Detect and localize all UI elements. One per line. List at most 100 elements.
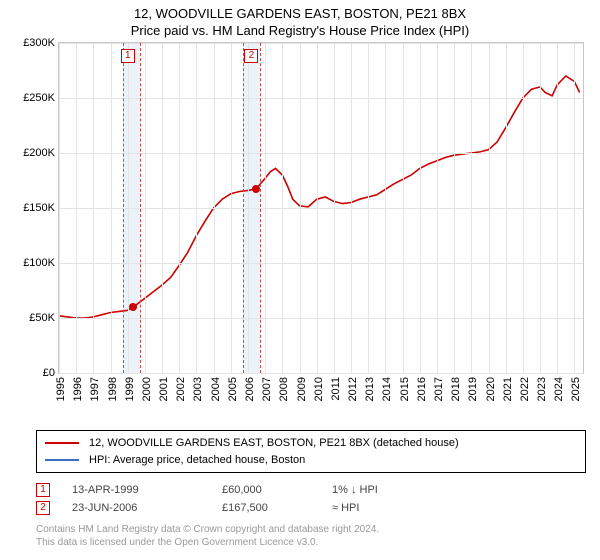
gridline-horizontal [59,98,583,99]
gridline-vertical [162,43,163,373]
gridline-vertical [111,43,112,373]
x-tick-label: 1999 [124,377,136,401]
y-tick-label: £250K [23,92,55,104]
legend-and-sales: 12, WOODVILLE GARDENS EAST, BOSTON, PE21… [36,430,586,549]
sale-row: 1 13-APR-1999£60,0001% ↓ HPI [36,481,586,499]
gridline-vertical [351,43,352,373]
gridline-vertical [248,43,249,373]
gridline-vertical [93,43,94,373]
plot-area: £0£50K£100K£150K£200K£250K£300K199519961… [58,42,584,374]
x-tick-label: 2007 [261,377,273,401]
shaded-band-border [140,43,141,373]
gridline-vertical [317,43,318,373]
gridline-vertical [557,43,558,373]
x-tick-label: 2003 [192,377,204,401]
gridline-vertical [437,43,438,373]
gridline-vertical [368,43,369,373]
legend-entry: HPI: Average price, detached house, Bost… [45,452,577,469]
gridline-vertical [489,43,490,373]
legend-label: 12, WOODVILLE GARDENS EAST, BOSTON, PE21… [89,435,459,452]
sale-date: 13-APR-1999 [72,484,222,496]
x-tick-label: 1998 [107,377,119,401]
x-tick-label: 2012 [347,377,359,401]
sale-point-marker [252,185,260,193]
x-tick-label: 2021 [502,377,514,401]
title-line-2: Price paid vs. HM Land Registry's House … [0,23,600,40]
x-tick-label: 2008 [278,377,290,401]
gridline-vertical [385,43,386,373]
x-tick-label: 2016 [416,377,428,401]
shaded-band-border [243,43,244,373]
legend-entry: 12, WOODVILLE GARDENS EAST, BOSTON, PE21… [45,435,577,452]
x-tick-label: 2009 [296,377,308,401]
sale-delta: ≈ HPI [332,502,586,514]
x-tick-label: 2011 [330,377,342,401]
sale-row: 223-JUN-2006£167,500≈ HPI [36,499,586,517]
gridline-horizontal [59,153,583,154]
title-line-1: 12, WOODVILLE GARDENS EAST, BOSTON, PE21… [0,6,600,23]
gridline-horizontal [59,263,583,264]
shaded-band-border [123,43,124,373]
y-tick-label: £300K [23,37,55,49]
x-tick-label: 2022 [519,377,531,401]
gridline-vertical [420,43,421,373]
chart-title: 12, WOODVILLE GARDENS EAST, BOSTON, PE21… [0,0,600,40]
gridline-vertical [214,43,215,373]
x-tick-label: 2002 [175,377,187,401]
gridline-vertical [76,43,77,373]
gridline-vertical [179,43,180,373]
x-tick-label: 2004 [210,377,222,401]
legend-swatch [45,442,79,444]
gridline-vertical [506,43,507,373]
x-tick-label: 2013 [364,377,376,401]
shaded-band-border [260,43,261,373]
x-tick-label: 2014 [381,377,393,401]
y-tick-label: £0 [43,367,55,379]
x-tick-label: 2019 [467,377,479,401]
gridline-vertical [59,43,60,373]
sale-date: 23-JUN-2006 [72,502,222,514]
gridline-vertical [454,43,455,373]
x-tick-label: 2025 [570,377,582,401]
gridline-vertical [265,43,266,373]
gridline-vertical [300,43,301,373]
sale-point-marker [129,303,137,311]
x-tick-label: 2005 [227,377,239,401]
x-tick-label: 2001 [158,377,170,401]
y-tick-label: £150K [23,202,55,214]
x-tick-label: 2010 [313,377,325,401]
gridline-vertical [574,43,575,373]
x-tick-label: 2018 [450,377,462,401]
gridline-vertical [523,43,524,373]
gridline-vertical [231,43,232,373]
attribution: Contains HM Land Registry data © Crown c… [36,523,586,549]
sale-index-box: 1 [36,483,50,497]
y-tick-label: £50K [29,312,55,324]
gridline-vertical [196,43,197,373]
sales-table: 1 13-APR-1999£60,0001% ↓ HPI 223-JUN-2006£… [36,481,586,517]
legend-label: HPI: Average price, detached house, Bost… [89,452,305,469]
x-tick-label: 1997 [89,377,101,401]
x-tick-label: 2020 [485,377,497,401]
gridline-vertical [334,43,335,373]
gridline-vertical [471,43,472,373]
x-tick-label: 2024 [553,377,565,401]
sale-delta: 1% ↓ HPI [332,484,586,496]
gridline-vertical [282,43,283,373]
sale-price: £60,000 [222,484,332,496]
x-tick-label: 2023 [536,377,548,401]
gridline-horizontal [59,318,583,319]
gridline-horizontal [59,373,583,374]
gridline-vertical [540,43,541,373]
gridline-horizontal [59,208,583,209]
y-tick-label: £100K [23,257,55,269]
sale-index-marker: 2 [244,49,258,63]
x-tick-label: 2017 [433,377,445,401]
x-tick-label: 2015 [399,377,411,401]
x-tick-label: 1995 [55,377,67,401]
attribution-line-2: This data is licensed under the Open Gov… [36,536,586,549]
gridline-vertical [128,43,129,373]
attribution-line-1: Contains HM Land Registry data © Crown c… [36,523,586,536]
sale-index-marker: 1 [121,49,135,63]
y-tick-label: £200K [23,147,55,159]
